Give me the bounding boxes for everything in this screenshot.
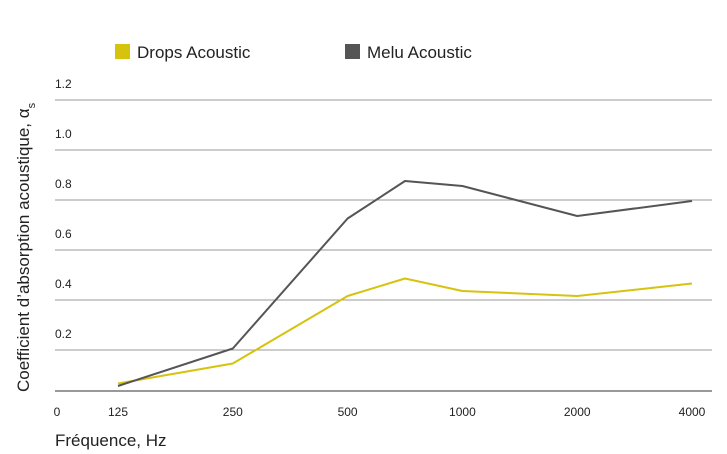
series-lines — [117, 180, 693, 387]
legend-label-drops: Drops Acoustic — [137, 43, 251, 62]
x-tick-label: 500 — [338, 405, 358, 419]
x-tick-label: 250 — [223, 405, 243, 419]
legend: Drops Acoustic Melu Acoustic — [115, 43, 472, 62]
y-tick-label: 0.2 — [55, 327, 72, 341]
legend-swatch-drops — [115, 44, 130, 59]
series-line-melu — [117, 180, 693, 387]
series-line-drops — [117, 277, 693, 385]
x-axis-ticks: 0 125 250 500 1000 2000 4000 — [54, 405, 706, 419]
y-axis-title-subscript: s — [26, 102, 38, 108]
x-tick-label: 0 — [54, 405, 61, 419]
legend-swatch-melu — [345, 44, 360, 59]
x-tick-label: 1000 — [449, 405, 476, 419]
x-axis-title: Fréquence, Hz — [55, 431, 167, 450]
y-axis-title: Coefficient d’absorption acoustique, αs — [14, 102, 38, 392]
y-tick-label: 1.2 — [55, 77, 72, 91]
y-tick-label: 0.4 — [55, 277, 72, 291]
x-tick-label: 125 — [108, 405, 128, 419]
y-tick-label: 1.0 — [55, 127, 72, 141]
legend-label-melu: Melu Acoustic — [367, 43, 472, 62]
grid-lines — [55, 99, 712, 392]
y-tick-label: 0.6 — [55, 227, 72, 241]
y-tick-label: 0.8 — [55, 177, 72, 191]
y-axis-title-main: Coefficient d’absorption acoustique, α — [14, 108, 33, 392]
y-axis-ticks: 0.2 0.4 0.6 0.8 1.0 1.2 — [55, 77, 72, 341]
x-tick-label: 2000 — [564, 405, 591, 419]
x-tick-label: 4000 — [679, 405, 706, 419]
